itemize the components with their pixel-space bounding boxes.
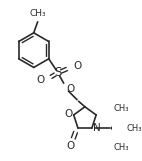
Text: O: O <box>64 109 72 119</box>
Text: O: O <box>67 141 75 151</box>
Text: O: O <box>36 75 45 85</box>
Text: N: N <box>93 123 101 133</box>
Text: CH₃: CH₃ <box>127 124 142 133</box>
Text: O: O <box>73 61 81 71</box>
Text: CH₃: CH₃ <box>114 104 130 113</box>
Text: S: S <box>55 66 62 80</box>
Text: O: O <box>67 84 75 94</box>
Text: CH₃: CH₃ <box>114 143 130 152</box>
Text: CH₃: CH₃ <box>29 9 46 18</box>
